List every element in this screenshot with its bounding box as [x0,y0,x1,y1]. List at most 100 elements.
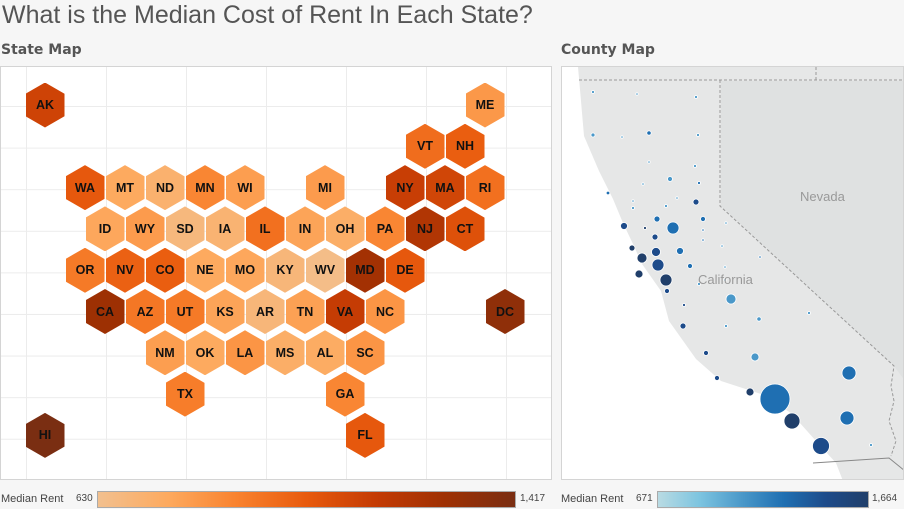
county-bubble[interactable] [694,95,698,99]
state-hex-co[interactable]: CO [145,247,185,293]
state-hex-wi[interactable]: WI [225,165,265,211]
state-hex-ct[interactable]: CT [445,206,485,252]
county-bubble[interactable] [647,160,651,164]
state-hex-ks[interactable]: KS [205,289,245,334]
county-bubble[interactable] [812,437,830,455]
county-bubble[interactable] [675,196,679,200]
state-hex-hi[interactable]: HI [25,412,65,458]
county-bubble[interactable] [839,410,855,426]
state-hex-nj[interactable]: NJ [405,206,445,252]
state-hex-ut[interactable]: UT [165,289,205,334]
state-hex-mn[interactable]: MN [185,165,225,211]
state-hex-ca[interactable]: CA [85,289,125,334]
state-hex-nd[interactable]: ND [145,165,185,211]
county-bubble[interactable] [720,244,724,248]
state-hex-dc[interactable]: DC [485,289,525,334]
state-hex-tx[interactable]: TX [165,371,205,417]
county-bubble[interactable] [676,247,684,255]
county-bubble[interactable] [641,182,645,186]
state-hex-pa[interactable]: PA [365,206,405,252]
state-hex-ar[interactable]: AR [245,289,285,334]
county-map[interactable]: Nevada California [561,66,904,480]
county-bubble[interactable] [758,255,762,259]
state-hex-ga[interactable]: GA [325,371,365,417]
state-hex-nc[interactable]: NC [365,289,405,334]
state-hex-ky[interactable]: KY [265,247,305,293]
county-bubble[interactable] [631,199,635,203]
county-bubble[interactable] [628,244,636,252]
state-hex-az[interactable]: AZ [125,289,165,334]
state-hex-wv[interactable]: WV [305,247,345,293]
county-bubble[interactable] [651,258,665,272]
county-bubble[interactable] [725,293,737,305]
county-bubble[interactable] [659,273,673,287]
county-bubble[interactable] [783,412,801,430]
county-bubble[interactable] [620,222,628,230]
state-hex-sd[interactable]: SD [165,206,205,252]
state-hex-nm[interactable]: NM [145,330,185,376]
county-bubble[interactable] [591,90,595,94]
state-hex-de[interactable]: DE [385,247,425,293]
county-bubble[interactable] [807,311,811,315]
state-hex-ok[interactable]: OK [185,330,225,376]
county-bubble[interactable] [664,204,668,208]
county-bubble[interactable] [653,215,661,223]
state-hex-id[interactable]: ID [85,206,125,252]
state-hex-ny[interactable]: NY [385,165,425,211]
state-hex-vt[interactable]: VT [405,123,445,169]
county-bubble[interactable] [666,221,680,235]
county-bubble[interactable] [745,387,755,397]
state-hex-nv[interactable]: NV [105,247,145,293]
state-hex-wy[interactable]: WY [125,206,165,252]
county-bubble[interactable] [646,130,652,136]
state-hex-oh[interactable]: OH [325,206,365,252]
county-bubble[interactable] [605,190,611,196]
state-hex-or[interactable]: OR [65,247,105,293]
county-bubble[interactable] [700,216,706,222]
county-bubble[interactable] [667,176,673,182]
county-bubble[interactable] [651,233,659,241]
state-hex-wa[interactable]: WA [65,165,105,211]
state-hex-ma[interactable]: MA [425,165,465,211]
county-bubble[interactable] [651,247,661,257]
county-bubble[interactable] [841,365,857,381]
county-bubble[interactable] [693,164,697,168]
county-bubble[interactable] [701,228,705,232]
county-bubble[interactable] [679,322,687,330]
county-bubble[interactable] [692,198,700,206]
state-hex-sc[interactable]: SC [345,330,385,376]
state-hex-ne[interactable]: NE [185,247,225,293]
county-bubble[interactable] [759,383,791,415]
state-hex-fl[interactable]: FL [345,412,385,458]
state-hex-va[interactable]: VA [325,289,365,334]
county-bubble[interactable] [620,135,624,139]
county-bubble[interactable] [750,352,760,362]
state-hex-mo[interactable]: MO [225,247,265,293]
county-bubble[interactable] [687,263,693,269]
state-hex-ri[interactable]: RI [465,165,505,211]
county-bubble[interactable] [635,92,639,96]
state-hex-mt[interactable]: MT [105,165,145,211]
state-hex-ak[interactable]: AK [25,82,65,128]
state-hex-ms[interactable]: MS [265,330,305,376]
state-hex-la[interactable]: LA [225,330,265,376]
county-bubble[interactable] [631,206,635,210]
county-bubble[interactable] [869,443,873,447]
county-bubble[interactable] [590,132,596,138]
county-bubble[interactable] [634,269,644,279]
county-bubble[interactable] [724,324,728,328]
county-bubble[interactable] [724,221,728,225]
county-bubble[interactable] [697,181,701,185]
state-hex-md[interactable]: MD [345,247,385,293]
county-bubble[interactable] [643,226,647,230]
state-hex-il[interactable]: IL [245,206,285,252]
state-hex-al[interactable]: AL [305,330,345,376]
state-hex-in[interactable]: IN [285,206,325,252]
county-bubble[interactable] [696,133,700,137]
state-hex-mi[interactable]: MI [305,165,345,211]
state-hex-tn[interactable]: TN [285,289,325,334]
state-hex-nh[interactable]: NH [445,123,485,169]
county-bubble[interactable] [697,282,701,286]
county-bubble[interactable] [714,375,720,381]
state-hex-ia[interactable]: IA [205,206,245,252]
